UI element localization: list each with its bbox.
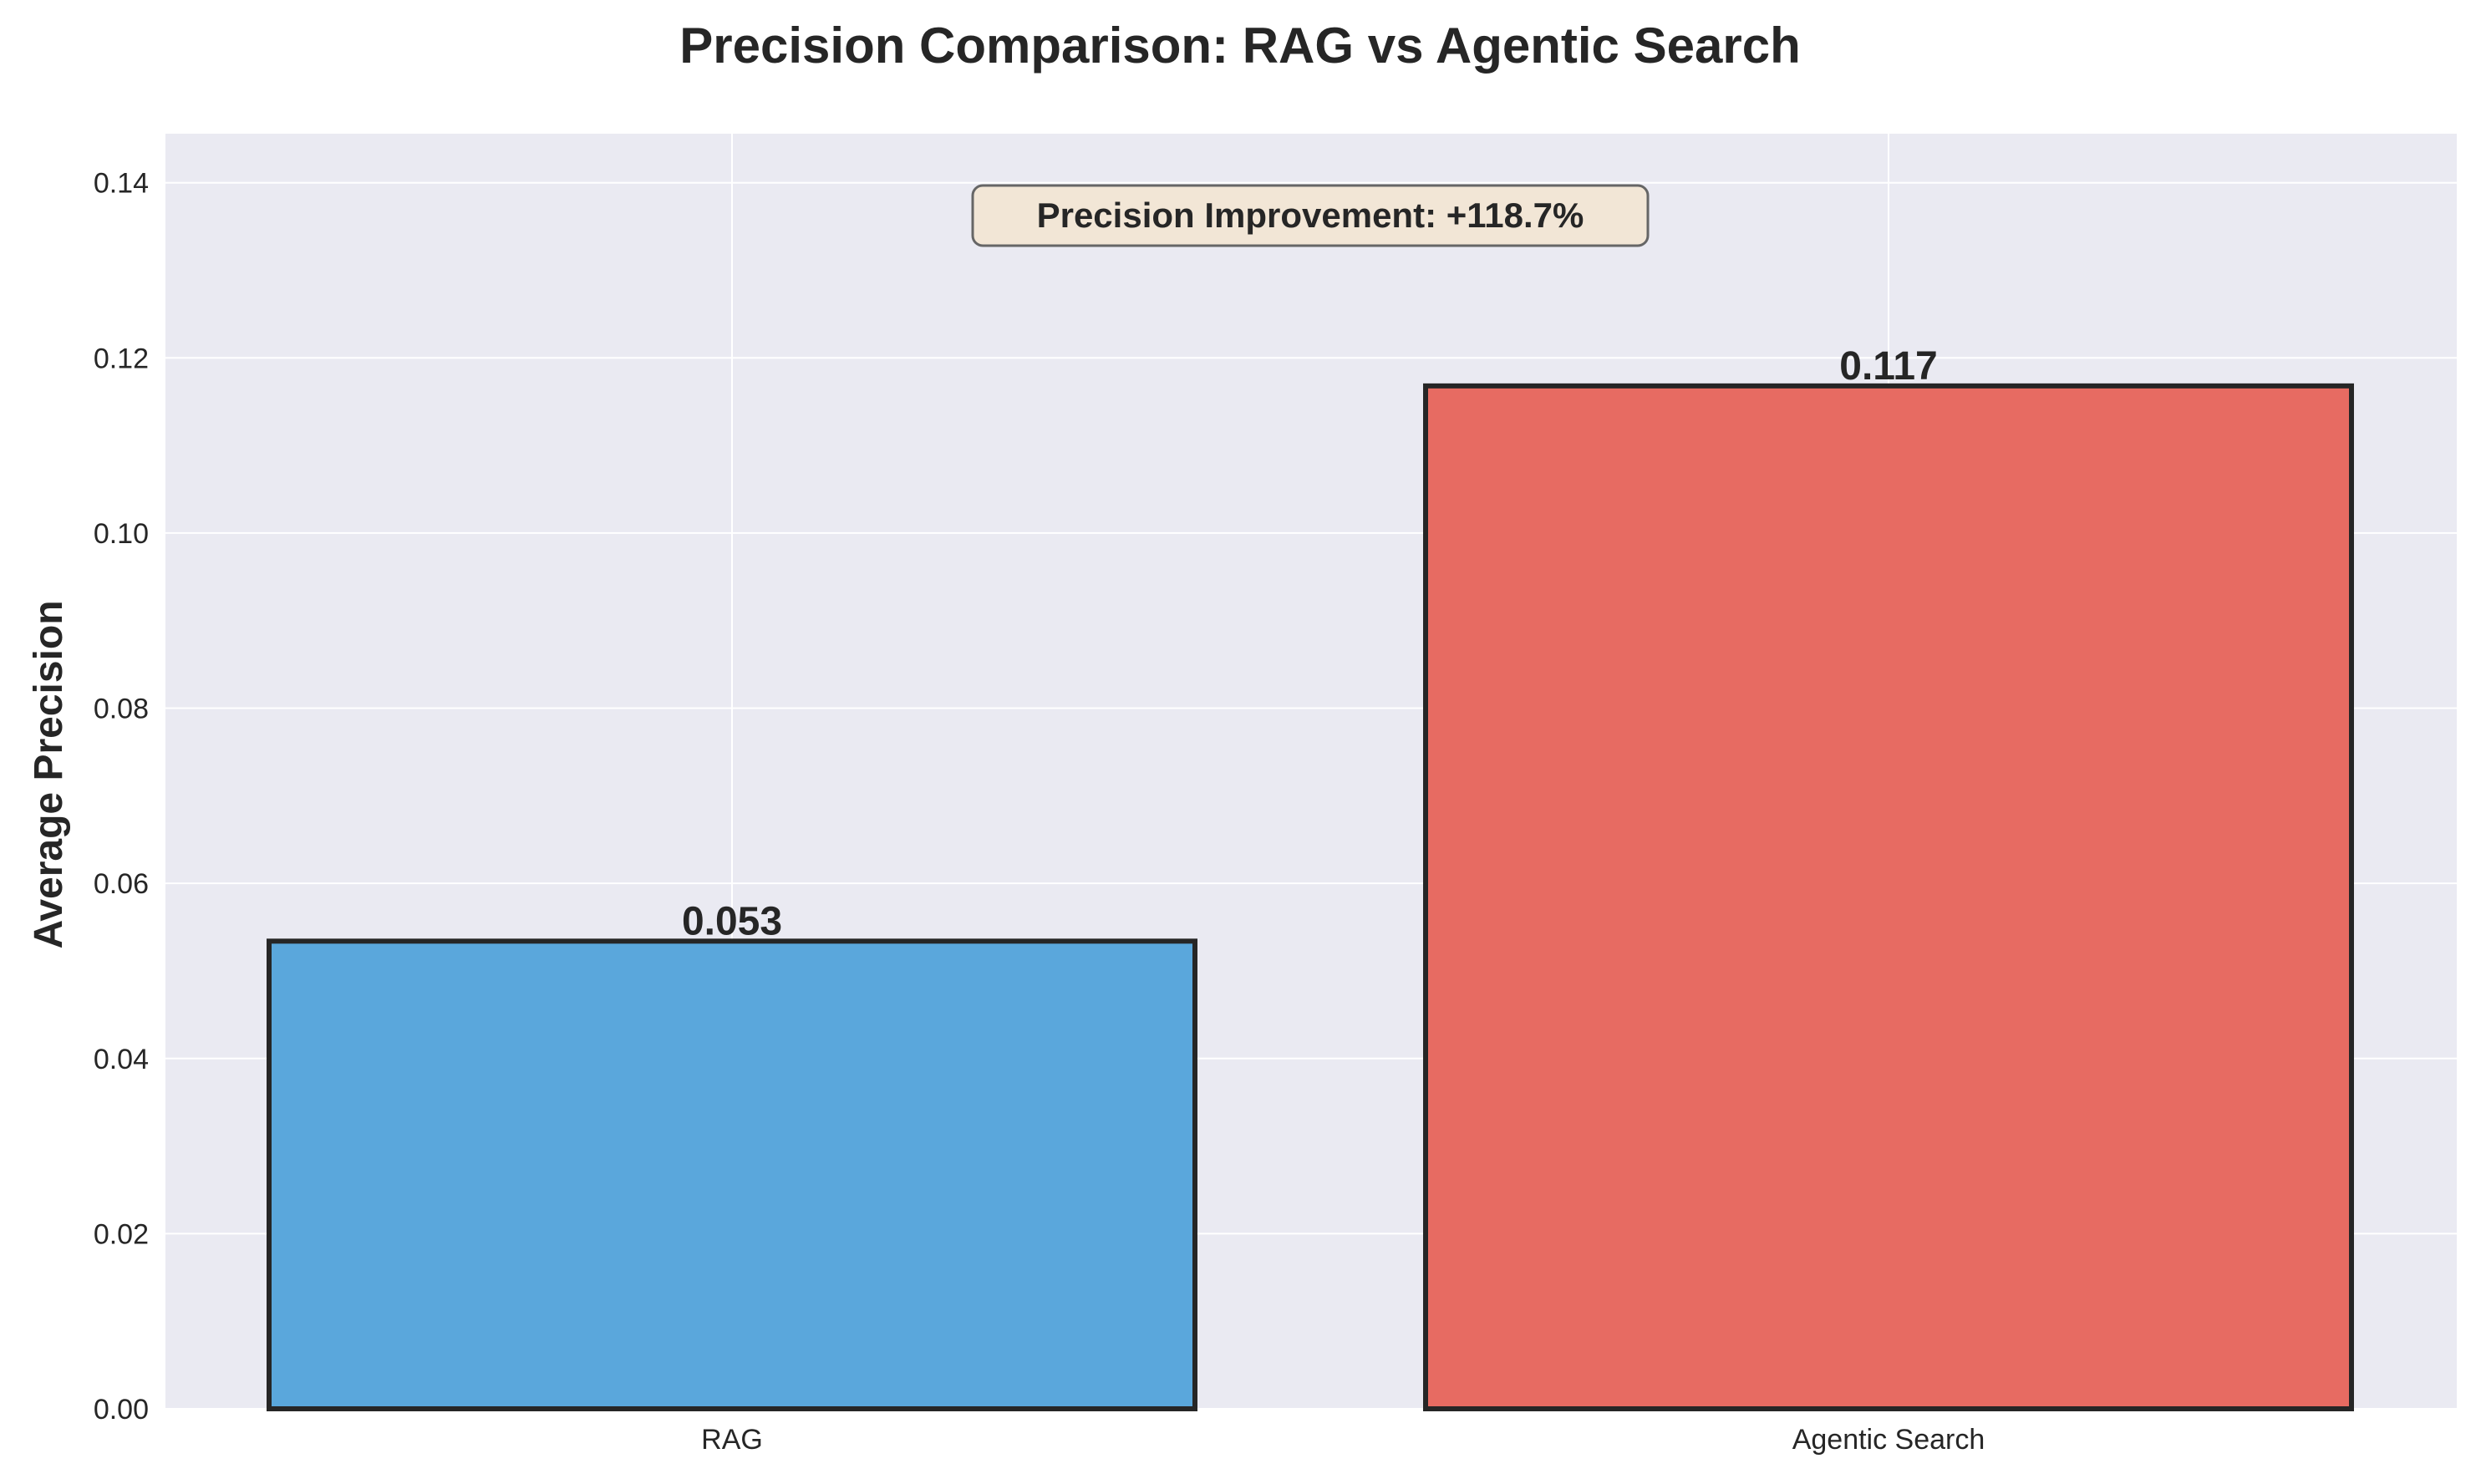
data-label: 0.117 [1839, 344, 1937, 389]
y-tick-label: 0.08 [94, 694, 149, 725]
data-labels: 0.053 0.117 [682, 344, 1938, 943]
x-tick-label: RAG [701, 1424, 763, 1456]
y-tick-label: 0.06 [94, 868, 149, 900]
y-tick-label: 0.04 [94, 1044, 149, 1075]
y-tick-label: 0.00 [94, 1394, 149, 1426]
bars [267, 383, 2354, 1411]
bar-rag [267, 938, 1197, 1411]
y-tick-label: 0.02 [94, 1218, 149, 1250]
y-tick-label: 0.12 [94, 343, 149, 374]
data-label: 0.053 [682, 899, 782, 943]
improvement-annotation: Precision Improvement: +118.7% [971, 184, 1650, 247]
y-tick-label: 0.14 [94, 168, 149, 200]
annotation-box [971, 184, 1650, 247]
x-tick-label: Agentic Search [1792, 1424, 1985, 1456]
bar-agentic-search [1423, 383, 2354, 1411]
annotation-text: Precision Improvement: +118.7% [1037, 196, 1584, 235]
y-tick-label: 0.10 [94, 518, 149, 550]
tick-labels: 0.00 0.02 0.04 0.06 0.08 0.10 0.12 0.14 RAG Agent… [94, 168, 1985, 1456]
y-axis-label: Average Precision [27, 600, 71, 948]
chart-title: Precision Comparison: RAG vs Agentic Sea… [679, 18, 1800, 74]
